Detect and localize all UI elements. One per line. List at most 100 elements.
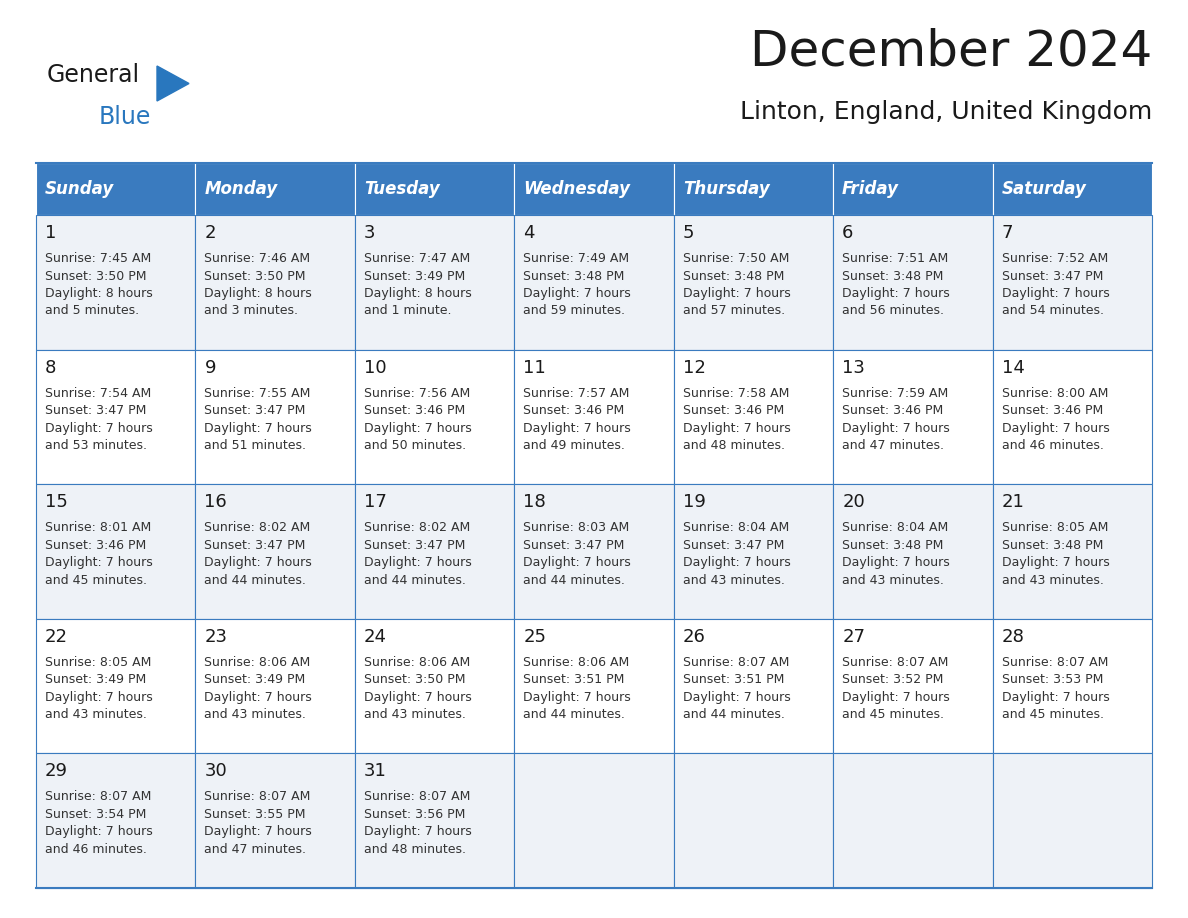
- Bar: [833, 484, 992, 619]
- Text: and 44 minutes.: and 44 minutes.: [204, 574, 307, 587]
- Text: Daylight: 7 hours: Daylight: 7 hours: [683, 421, 790, 434]
- Text: Blue: Blue: [99, 105, 151, 129]
- Text: Daylight: 7 hours: Daylight: 7 hours: [523, 556, 631, 569]
- Text: 14: 14: [1001, 359, 1024, 376]
- Bar: [355, 215, 514, 350]
- Bar: [36, 215, 196, 350]
- Text: Monday: Monday: [204, 180, 278, 198]
- Text: Friday: Friday: [842, 180, 899, 198]
- Text: Sunrise: 8:07 AM: Sunrise: 8:07 AM: [683, 655, 789, 669]
- Text: Sunset: 3:46 PM: Sunset: 3:46 PM: [683, 404, 784, 417]
- Text: Daylight: 7 hours: Daylight: 7 hours: [204, 691, 312, 704]
- Text: 9: 9: [204, 359, 216, 376]
- Text: Daylight: 7 hours: Daylight: 7 hours: [523, 691, 631, 704]
- Text: Sunrise: 7:45 AM: Sunrise: 7:45 AM: [45, 252, 151, 265]
- Text: Sunset: 3:46 PM: Sunset: 3:46 PM: [1001, 404, 1102, 417]
- Text: and 43 minutes.: and 43 minutes.: [364, 709, 466, 722]
- Text: Daylight: 7 hours: Daylight: 7 hours: [523, 287, 631, 300]
- Text: and 43 minutes.: and 43 minutes.: [1001, 574, 1104, 587]
- Polygon shape: [157, 66, 189, 101]
- Text: Daylight: 8 hours: Daylight: 8 hours: [45, 287, 153, 300]
- Bar: [196, 163, 355, 215]
- Text: Sunset: 3:56 PM: Sunset: 3:56 PM: [364, 808, 466, 821]
- Text: Sunrise: 8:02 AM: Sunrise: 8:02 AM: [204, 521, 311, 534]
- Bar: [196, 619, 355, 754]
- Text: and 48 minutes.: and 48 minutes.: [683, 439, 785, 452]
- Text: Sunset: 3:50 PM: Sunset: 3:50 PM: [364, 673, 466, 687]
- Text: 12: 12: [683, 359, 706, 376]
- Text: Sunset: 3:48 PM: Sunset: 3:48 PM: [683, 270, 784, 283]
- Text: General: General: [48, 63, 140, 87]
- Text: Linton, England, United Kingdom: Linton, England, United Kingdom: [740, 100, 1152, 124]
- Bar: [674, 754, 833, 888]
- Text: and 44 minutes.: and 44 minutes.: [683, 709, 784, 722]
- Text: Sunset: 3:49 PM: Sunset: 3:49 PM: [45, 673, 146, 687]
- Bar: [833, 619, 992, 754]
- Text: and 43 minutes.: and 43 minutes.: [45, 709, 147, 722]
- Bar: [674, 484, 833, 619]
- Text: Daylight: 7 hours: Daylight: 7 hours: [364, 691, 472, 704]
- Text: Daylight: 8 hours: Daylight: 8 hours: [364, 287, 472, 300]
- Text: Daylight: 7 hours: Daylight: 7 hours: [842, 421, 950, 434]
- Text: 5: 5: [683, 224, 694, 242]
- Text: 18: 18: [523, 493, 546, 511]
- Text: 4: 4: [523, 224, 535, 242]
- Text: 27: 27: [842, 628, 865, 645]
- Text: Sunset: 3:47 PM: Sunset: 3:47 PM: [1001, 270, 1102, 283]
- Text: 15: 15: [45, 493, 68, 511]
- Text: Sunset: 3:48 PM: Sunset: 3:48 PM: [842, 270, 943, 283]
- Text: Sunset: 3:47 PM: Sunset: 3:47 PM: [364, 539, 466, 552]
- Text: Sunset: 3:47 PM: Sunset: 3:47 PM: [523, 539, 625, 552]
- Bar: [674, 350, 833, 484]
- Text: Sunset: 3:46 PM: Sunset: 3:46 PM: [842, 404, 943, 417]
- Text: and 47 minutes.: and 47 minutes.: [204, 843, 307, 856]
- Bar: [992, 484, 1152, 619]
- Text: Daylight: 7 hours: Daylight: 7 hours: [364, 421, 472, 434]
- Text: Sunset: 3:49 PM: Sunset: 3:49 PM: [204, 673, 305, 687]
- Text: and 49 minutes.: and 49 minutes.: [523, 439, 625, 452]
- Text: 28: 28: [1001, 628, 1024, 645]
- Text: Daylight: 7 hours: Daylight: 7 hours: [683, 691, 790, 704]
- Text: Daylight: 7 hours: Daylight: 7 hours: [364, 825, 472, 838]
- Text: and 44 minutes.: and 44 minutes.: [523, 709, 625, 722]
- Bar: [992, 163, 1152, 215]
- Text: 25: 25: [523, 628, 546, 645]
- Text: Daylight: 7 hours: Daylight: 7 hours: [45, 691, 153, 704]
- Text: 10: 10: [364, 359, 386, 376]
- Text: Sunset: 3:47 PM: Sunset: 3:47 PM: [204, 404, 305, 417]
- Text: Daylight: 7 hours: Daylight: 7 hours: [1001, 691, 1110, 704]
- Text: and 56 minutes.: and 56 minutes.: [842, 305, 944, 318]
- Text: 7: 7: [1001, 224, 1013, 242]
- Bar: [514, 163, 674, 215]
- Text: and 47 minutes.: and 47 minutes.: [842, 439, 944, 452]
- Text: Daylight: 8 hours: Daylight: 8 hours: [204, 287, 312, 300]
- Text: Daylight: 7 hours: Daylight: 7 hours: [1001, 421, 1110, 434]
- Text: 20: 20: [842, 493, 865, 511]
- Text: Wednesday: Wednesday: [523, 180, 631, 198]
- Text: and 45 minutes.: and 45 minutes.: [842, 709, 944, 722]
- Text: Sunrise: 8:07 AM: Sunrise: 8:07 AM: [364, 790, 470, 803]
- Text: Sunrise: 8:04 AM: Sunrise: 8:04 AM: [683, 521, 789, 534]
- Bar: [992, 754, 1152, 888]
- Bar: [833, 163, 992, 215]
- Text: Daylight: 7 hours: Daylight: 7 hours: [523, 421, 631, 434]
- Text: Daylight: 7 hours: Daylight: 7 hours: [683, 287, 790, 300]
- Text: Daylight: 7 hours: Daylight: 7 hours: [45, 556, 153, 569]
- Text: Sunset: 3:52 PM: Sunset: 3:52 PM: [842, 673, 943, 687]
- Bar: [355, 619, 514, 754]
- Bar: [514, 754, 674, 888]
- Text: 23: 23: [204, 628, 227, 645]
- Text: 1: 1: [45, 224, 56, 242]
- Text: Sunset: 3:49 PM: Sunset: 3:49 PM: [364, 270, 466, 283]
- Text: and 59 minutes.: and 59 minutes.: [523, 305, 625, 318]
- Bar: [674, 619, 833, 754]
- Text: Tuesday: Tuesday: [364, 180, 440, 198]
- Text: and 45 minutes.: and 45 minutes.: [1001, 709, 1104, 722]
- Text: Sunrise: 7:56 AM: Sunrise: 7:56 AM: [364, 386, 470, 399]
- Bar: [514, 484, 674, 619]
- Text: Sunrise: 8:04 AM: Sunrise: 8:04 AM: [842, 521, 948, 534]
- Text: Sunrise: 7:59 AM: Sunrise: 7:59 AM: [842, 386, 948, 399]
- Text: Sunset: 3:50 PM: Sunset: 3:50 PM: [204, 270, 307, 283]
- Text: Sunrise: 7:51 AM: Sunrise: 7:51 AM: [842, 252, 948, 265]
- Text: Daylight: 7 hours: Daylight: 7 hours: [204, 556, 312, 569]
